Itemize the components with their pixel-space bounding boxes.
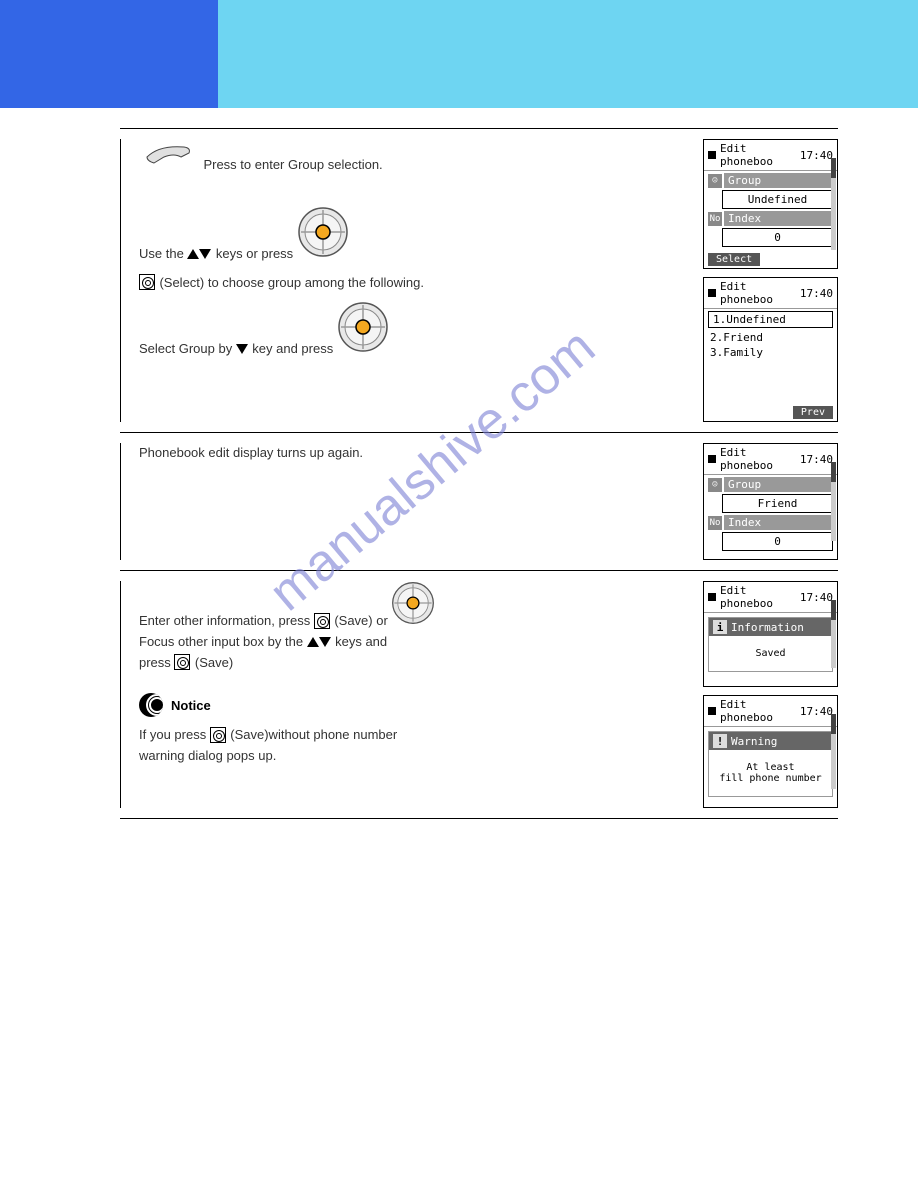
ps-title: Edit phoneboo (720, 142, 800, 168)
s1-line2-post: keys or press (216, 246, 297, 261)
s1-line1-pre: Press (203, 157, 240, 172)
list-item[interactable]: 2.Friend (704, 330, 837, 345)
ps-time: 17:40 (800, 149, 833, 162)
select-button[interactable]: Select (708, 253, 760, 266)
phone-screen-edit-1: Edit phoneboo 17:40 ☺ Group Undefined No… (703, 139, 838, 269)
list-item[interactable]: 3.Family (704, 345, 837, 360)
group-label: Group (724, 173, 833, 188)
scrollbar[interactable] (831, 158, 836, 250)
dialog-body: Saved (709, 636, 832, 671)
index-icon: No (708, 212, 722, 226)
index-value: 0 (722, 532, 833, 551)
s3-line1-pre: Enter other information, press (139, 613, 314, 628)
notice-label: Notice (171, 698, 211, 713)
info-icon: i (713, 620, 727, 634)
header-left-block (0, 0, 218, 108)
s3-line2-post: keys and (335, 634, 387, 649)
content-area: Press to enter Group selection. Use the … (0, 108, 918, 839)
index-icon: No (708, 516, 722, 530)
phone-screen-info: Edit phoneboo 17:40 i Information Saved (703, 581, 838, 687)
s2-line1: Phonebook edit display turns up again. (139, 445, 363, 460)
up-arrow-icon (187, 249, 199, 259)
down-arrow-icon (319, 637, 331, 647)
target-icon (314, 613, 330, 629)
s3-line3-pre: press (139, 655, 174, 670)
group-icon: ☺ (708, 478, 722, 492)
group-icon: ☺ (708, 174, 722, 188)
scrollbar[interactable] (831, 600, 836, 668)
ps-title: Edit phoneboo (720, 698, 800, 724)
s3-line1-mid: (Save) or (334, 613, 391, 628)
ps-time: 17:40 (800, 287, 833, 300)
up-arrow-icon (307, 637, 319, 647)
list-item[interactable]: 1.Undefined (708, 311, 833, 328)
scrollbar[interactable] (831, 462, 836, 541)
instruction-section-3: Enter other information, press (Save) or… (120, 570, 838, 819)
ps-time: 17:40 (800, 453, 833, 466)
group-label: Group (724, 477, 833, 492)
down-arrow-icon (199, 249, 211, 259)
joystick-icon (391, 581, 435, 625)
s1-line4-pre: Select Group by (139, 341, 236, 356)
ps-title: Edit phoneboo (720, 446, 800, 472)
s3-line3-post: (Save) (195, 655, 233, 670)
warning-icon: ! (713, 734, 727, 748)
ps-time: 17:40 (800, 591, 833, 604)
notice-row: Notice (139, 693, 683, 717)
s1-line4-post: key and press (252, 341, 337, 356)
notice-text-post: warning dialog pops up. (139, 748, 276, 763)
phone-icon (139, 139, 199, 169)
dialog-title: Information (731, 621, 804, 634)
scrollbar[interactable] (831, 714, 836, 789)
instruction-section-1: Press to enter Group selection. Use the … (120, 128, 838, 432)
ps-title: Edit phoneboo (720, 584, 800, 610)
joystick-icon (297, 206, 349, 258)
group-value: Undefined (722, 190, 833, 209)
dialog-title: Warning (731, 735, 777, 748)
index-label: Index (724, 515, 833, 530)
index-label: Index (724, 211, 833, 226)
s3-line2-pre: Focus other input box by the (139, 634, 307, 649)
s1-line1-post: to enter Group selection. (240, 157, 382, 172)
dialog-body: At least fill phone number (709, 750, 832, 796)
down-arrow-icon (236, 344, 248, 354)
phone-screen-edit-2: Edit phoneboo 17:40 ☺ Group Friend No In… (703, 443, 838, 560)
instruction-section-2: Phonebook edit display turns up again. E… (120, 432, 838, 570)
notice-text-mid: (Save)without phone number (230, 727, 397, 742)
phone-screen-warning: Edit phoneboo 17:40 ! Warning At least f… (703, 695, 838, 808)
header-right-block (218, 0, 918, 108)
prev-button[interactable]: Prev (793, 406, 833, 419)
ps-title: Edit phoneboo (720, 280, 800, 306)
phone-screen-group-list: Edit phoneboo 17:40 1.Undefined 2.Friend… (703, 277, 838, 422)
joystick-icon (337, 301, 389, 353)
group-value: Friend (722, 494, 833, 513)
s1-line3: (Select) to choose group among the follo… (159, 275, 424, 290)
target-icon (210, 727, 226, 743)
target-icon (174, 654, 190, 670)
notice-icon (139, 693, 163, 717)
ps-time: 17:40 (800, 705, 833, 718)
target-icon (139, 274, 155, 290)
notice-text-pre: If you press (139, 727, 210, 742)
s1-line2-pre: Use the (139, 246, 187, 261)
index-value: 0 (722, 228, 833, 247)
page-header (0, 0, 918, 108)
